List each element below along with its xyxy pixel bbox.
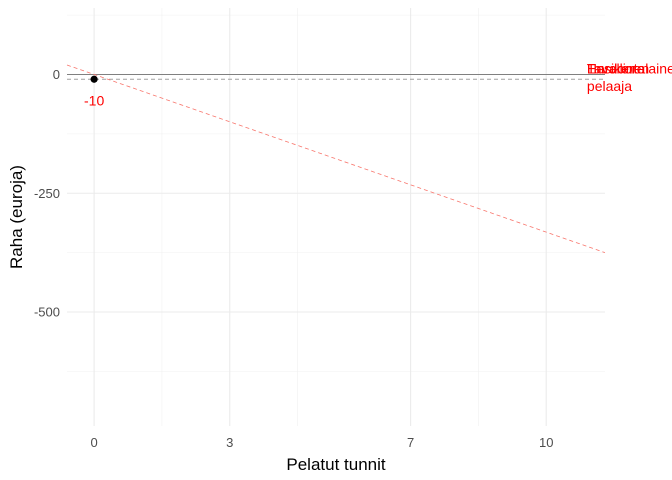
annotation-1: Tavallinen — [587, 61, 649, 77]
data-label-0: -10 — [84, 92, 104, 108]
reference-lines — [67, 73, 605, 80]
annotation-0: Ensikertalainen — [587, 61, 672, 77]
grid — [67, 8, 605, 426]
x-tick-label-0: 0 — [91, 435, 98, 450]
data-points: -10 — [84, 75, 104, 108]
y-tick-label-1: -250 — [34, 186, 60, 201]
annotations: EnsikertalainenTavallinenHardcorepelaaja — [587, 61, 672, 95]
annotation-3: pelaaja — [587, 78, 632, 94]
x-axis-label: Pelatut tunnit — [286, 455, 386, 474]
y-tick-label-0: 0 — [53, 67, 60, 82]
x-tick-label-2: 7 — [407, 435, 414, 450]
tick-labels: 0 3 7 10 0 -250 -500 — [34, 67, 553, 450]
y-axis-label: Raha (euroja) — [7, 165, 26, 269]
data-point-0 — [90, 75, 98, 83]
x-tick-label-1: 3 — [226, 435, 233, 450]
series-lines — [66, 64, 606, 254]
series-line-0 — [66, 64, 606, 254]
annotation-2: Hardcore — [587, 61, 645, 77]
x-tick-label-3: 10 — [539, 435, 553, 450]
y-tick-label-2: -500 — [34, 305, 60, 320]
